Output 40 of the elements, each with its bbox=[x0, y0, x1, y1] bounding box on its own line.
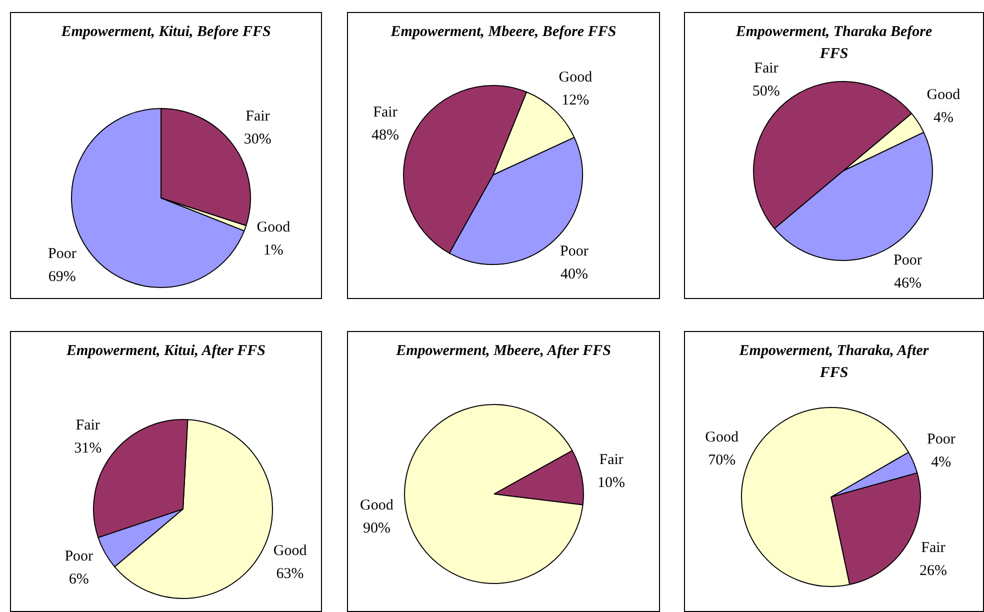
slice-label: Fair bbox=[754, 60, 778, 76]
data-label: 31% bbox=[74, 440, 102, 457]
data-label: 6% bbox=[68, 572, 89, 588]
slice-label: Poor bbox=[926, 432, 956, 448]
slice-label: Poor bbox=[894, 252, 922, 268]
slice-label: Good bbox=[273, 543, 308, 560]
data-label: 40% bbox=[560, 266, 588, 283]
slice-label: Good bbox=[558, 69, 593, 86]
slice-label: Good bbox=[360, 498, 394, 514]
data-label: 48% bbox=[371, 127, 399, 144]
slice-label: Good bbox=[926, 87, 961, 104]
slice-label: Fair bbox=[246, 108, 270, 125]
data-label: 69% bbox=[48, 269, 76, 286]
data-label: 4% bbox=[933, 110, 954, 126]
data-label: 70% bbox=[708, 452, 736, 468]
chart-title: Empowerment, Mbeere, After FFS bbox=[395, 342, 612, 361]
data-label: 10% bbox=[598, 475, 626, 492]
data-label: 4% bbox=[931, 454, 952, 471]
data-label: 63% bbox=[276, 566, 304, 582]
slice-label: Fair bbox=[921, 540, 946, 556]
slice-label: Fair bbox=[599, 452, 624, 468]
data-label: 90% bbox=[362, 520, 390, 537]
slice-label: Fair bbox=[76, 418, 100, 434]
data-label: 1% bbox=[263, 242, 284, 258]
data-label: 30% bbox=[244, 132, 272, 148]
slice-label: Good bbox=[256, 219, 291, 236]
slice-label: Poor bbox=[560, 244, 588, 260]
data-label: 26% bbox=[919, 562, 947, 579]
slice-label: Poor bbox=[64, 548, 94, 565]
slice-label: Fair bbox=[373, 104, 398, 120]
chart-title: Empowerment, Tharaka, After FFS bbox=[738, 342, 930, 383]
chart-title: Empowerment, Kitui, After FFS bbox=[65, 342, 267, 361]
data-label: 12% bbox=[562, 92, 590, 108]
data-label: 46% bbox=[894, 275, 922, 292]
chart-title: Empowerment, Kitui, Before FFS bbox=[60, 23, 272, 42]
chart-title: Empowerment, Mbeere, Before FFS bbox=[390, 23, 618, 42]
data-label: 50% bbox=[752, 83, 780, 100]
chart-title: Empowerment, Tharaka Before FFS bbox=[736, 24, 932, 62]
slice-label: Poor bbox=[48, 246, 76, 262]
slice-label: Good bbox=[705, 429, 739, 446]
